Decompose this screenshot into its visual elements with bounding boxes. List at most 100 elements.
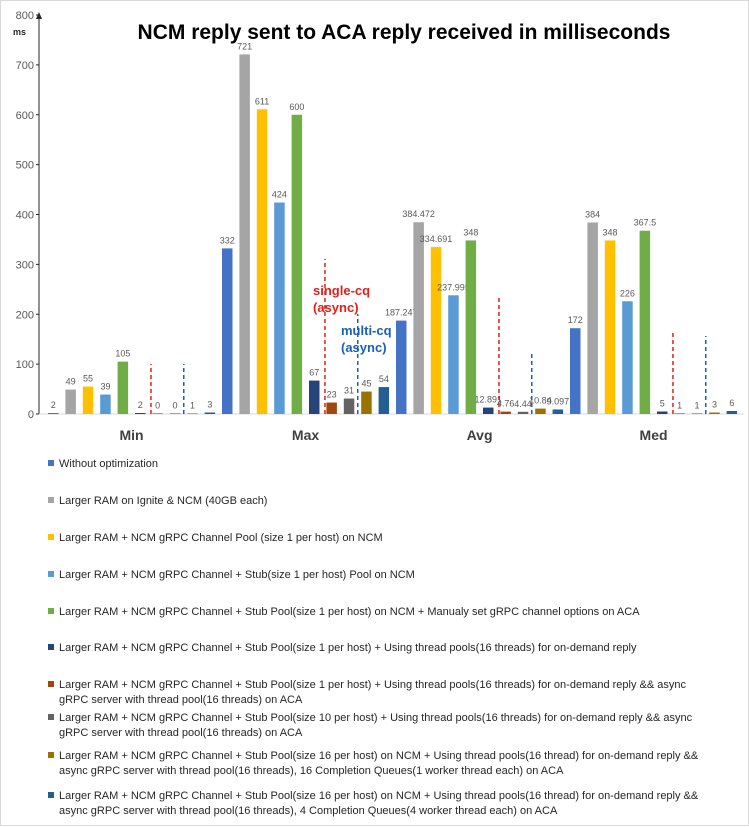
legend-entry: Larger RAM + NCM gRPC Channel + Stub Poo… (59, 790, 699, 817)
bar (274, 202, 285, 414)
data-label: 54 (379, 374, 389, 384)
legend-swatch (48, 497, 54, 503)
chart-title: NCM reply sent to ACA reply received in … (138, 21, 671, 44)
bar (535, 408, 546, 414)
legend-swatch (48, 752, 54, 758)
bar (169, 413, 181, 414)
annotation-multi-cq: (async) (341, 340, 387, 355)
legend-entry: Larger RAM + NCM gRPC Channel + Stub Poo… (59, 606, 640, 618)
bar (117, 361, 129, 414)
annotation-multi-cq: multi-cq (341, 323, 392, 338)
y-tick-label: 800 (16, 10, 34, 22)
category-label: Med (640, 427, 668, 443)
bar (187, 413, 198, 414)
legend-swatch (48, 460, 54, 466)
bar (291, 114, 303, 414)
data-label: 9.097 (547, 396, 570, 406)
data-label: 187.247 (385, 308, 418, 318)
bar (465, 240, 477, 414)
bar (430, 247, 442, 414)
legend-entry: Larger RAM + NCM gRPC Channel + Stub Poo… (59, 750, 699, 777)
bar (483, 407, 494, 414)
data-label: 1 (190, 400, 195, 410)
data-label: 367.5 (634, 218, 657, 228)
y-tick-label: 400 (16, 210, 34, 222)
data-label: 67 (309, 368, 319, 378)
category-label: Max (292, 427, 319, 443)
bar (709, 412, 720, 414)
bar (413, 222, 424, 414)
legend-swatch (48, 681, 54, 687)
data-label: 4.44 (514, 399, 532, 409)
legend-swatch (48, 714, 54, 720)
bar (361, 391, 372, 414)
data-label: 721 (237, 41, 252, 51)
bar (674, 413, 685, 414)
y-tick-label: 300 (16, 259, 34, 271)
legend-entry: Larger RAM + NCM gRPC Channel + Stub(siz… (59, 569, 415, 581)
data-label: 3 (712, 400, 717, 410)
legend-entry: Without optimization (59, 458, 158, 470)
bar (239, 54, 250, 415)
bar (135, 413, 146, 414)
annotation-single-cq: (async) (313, 300, 359, 315)
data-label: 0 (155, 400, 160, 410)
data-label: 39 (100, 382, 110, 392)
y-tick-label: 500 (16, 160, 34, 172)
bar (152, 413, 163, 414)
y-axis-label: ms (13, 27, 26, 37)
data-label: 0 (173, 400, 178, 410)
data-label: 6 (729, 398, 734, 408)
bar (309, 380, 320, 414)
bar (639, 230, 651, 414)
bar (552, 409, 564, 414)
data-label: 1 (695, 400, 700, 410)
data-label: 172 (568, 315, 583, 325)
data-label: 237.995 (437, 282, 470, 292)
bar (396, 320, 407, 414)
legend-swatch (48, 608, 54, 614)
legend-entry: Larger RAM + NCM gRPC Channel + Stub Poo… (59, 642, 637, 654)
legend-entry: Larger RAM on Ignite & NCM (40GB each) (59, 495, 267, 507)
bar (657, 411, 668, 414)
legend-entry: Larger RAM + NCM gRPC Channel + Stub Poo… (59, 712, 693, 739)
y-tick-label: 600 (16, 110, 34, 122)
data-label: 5 (660, 399, 665, 409)
annotation-single-cq: single-cq (313, 283, 370, 298)
bar (343, 398, 355, 414)
data-label: 105 (115, 349, 130, 359)
bar (500, 411, 511, 414)
bar (726, 411, 738, 414)
bar (204, 412, 216, 414)
y-tick-label: 0 (28, 409, 34, 421)
data-label: 384.472 (402, 209, 435, 219)
legend-swatch (48, 644, 54, 650)
data-label: 334.691 (420, 234, 453, 244)
data-label: 332 (220, 235, 235, 245)
data-label: 600 (289, 102, 304, 112)
category-label: Avg (467, 427, 493, 443)
category-label: Min (119, 427, 143, 443)
data-label: 12.891 (474, 395, 502, 405)
data-label: 424 (272, 190, 287, 200)
data-label: 611 (255, 96, 269, 106)
bar (82, 386, 94, 414)
data-label: 55 (83, 374, 93, 384)
data-label: 226 (620, 288, 635, 298)
bar (65, 389, 76, 414)
bar (622, 301, 633, 414)
data-label: 1 (677, 400, 682, 410)
bar (691, 413, 703, 414)
data-label: 23 (327, 390, 337, 400)
data-label: 2 (138, 400, 143, 410)
data-label: 10.84 (529, 396, 552, 406)
data-label: 45 (361, 379, 371, 389)
legend: Without optimization Larger RAM on Ignite… (48, 458, 699, 817)
bar (448, 295, 459, 414)
bar (100, 394, 111, 414)
bar (326, 402, 337, 414)
bar (587, 222, 598, 414)
bar (604, 240, 616, 414)
